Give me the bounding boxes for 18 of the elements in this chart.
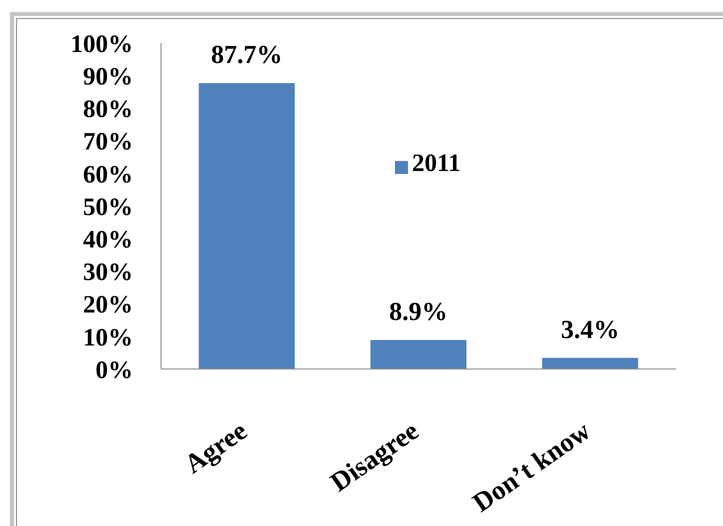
- y-tick-label: 80%: [83, 96, 133, 124]
- y-tick-label: 20%: [83, 292, 133, 319]
- y-tick-label: 40%: [83, 226, 133, 254]
- y-tick-label: 10%: [83, 324, 133, 352]
- y-tick-label: 70%: [83, 128, 133, 156]
- bar: [370, 340, 466, 369]
- y-tick-label: 30%: [83, 259, 133, 286]
- data-label: 3.4%: [560, 314, 620, 344]
- data-label: 87.7%: [211, 40, 283, 70]
- y-tick-label: 60%: [83, 161, 133, 188]
- y-tick-label: 100%: [70, 30, 133, 58]
- y-tick-label: 50%: [83, 194, 133, 221]
- y-tick-label: 90%: [83, 63, 133, 90]
- bar: [542, 358, 638, 369]
- legend-label: 2011: [412, 150, 461, 177]
- bar: [198, 83, 295, 369]
- data-label: 8.9%: [389, 296, 448, 326]
- y-tick-label: 0%: [96, 356, 133, 384]
